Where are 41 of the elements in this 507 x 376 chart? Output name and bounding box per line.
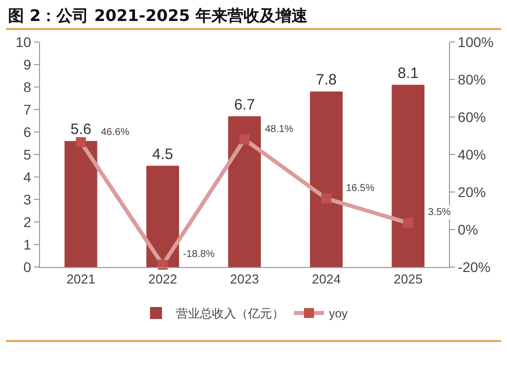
- y-tick-label: 9: [23, 56, 32, 72]
- x-tick-label: 2021: [66, 272, 96, 287]
- y2-tick-label: 60%: [458, 108, 486, 125]
- legend-label: yoy: [329, 306, 348, 321]
- y-tick-label: 2: [23, 214, 32, 230]
- x-tick-label: 2023: [230, 272, 259, 287]
- data-label: 8.1: [398, 64, 419, 82]
- bar: [310, 92, 343, 267]
- y-tick-label: 3: [23, 191, 32, 208]
- bar: [228, 116, 261, 267]
- y-tick-label: 6: [23, 124, 32, 140]
- y2-tick-label: 20%: [458, 184, 486, 200]
- x-tick-label: 2024: [312, 272, 341, 287]
- data-label: 4.5: [152, 146, 174, 163]
- y-tick-label: 0: [23, 258, 32, 275]
- data-label: 7.8: [316, 72, 337, 88]
- y-tick-label: 5: [23, 146, 32, 162]
- x-tick-label: 2022: [148, 272, 178, 287]
- y-tick-label: 8: [23, 78, 32, 95]
- x-tick-label: 2025: [394, 272, 423, 287]
- y-tick-label: 1: [23, 236, 32, 252]
- data-label: 46.6%: [101, 127, 130, 138]
- y-tick-label: 7: [23, 101, 32, 118]
- y2-tick-label: 100%: [458, 34, 494, 50]
- data-label: 48.1%: [265, 124, 294, 135]
- bar: [64, 141, 98, 267]
- y2-tick-label: -20%: [458, 258, 490, 275]
- data-label: 16.5%: [346, 183, 374, 194]
- data-label: 5.6: [70, 121, 92, 138]
- chart-title: 图 2：公司 2021-2025 年来营收及增速: [8, 6, 308, 27]
- data-label: 3.5%: [428, 207, 451, 218]
- legend-label: 营业总收入（亿元）: [176, 306, 284, 321]
- y2-tick-label: 80%: [458, 71, 486, 88]
- data-label: 6.7: [234, 96, 255, 114]
- y-tick-label: 4: [23, 168, 32, 185]
- bar: [146, 166, 180, 267]
- data-label: -18.8%: [183, 249, 215, 260]
- y-tick-label: 10: [16, 34, 32, 50]
- y2-tick-label: 40%: [458, 146, 486, 162]
- bar: [392, 84, 424, 267]
- y2-tick-label: 0%: [458, 221, 478, 238]
